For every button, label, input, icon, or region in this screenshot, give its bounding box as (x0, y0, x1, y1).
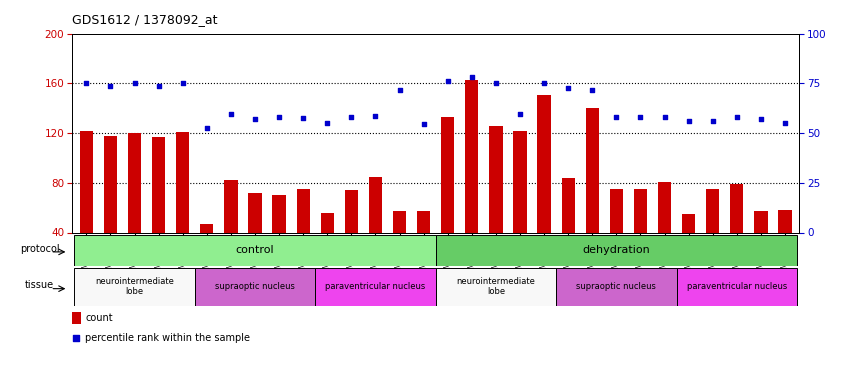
Bar (104, 136, 117, 282)
Point (658, 114, 672, 120)
Bar (74, 268, 195, 306)
Point (634, 114, 647, 120)
Point (321, 120, 334, 126)
Text: neurointermediate
lobe: neurointermediate lobe (95, 277, 174, 296)
Point (754, 117, 767, 123)
Text: dehydration: dehydration (583, 245, 651, 255)
Point (441, 78, 454, 84)
Text: percentile rank within the sample: percentile rank within the sample (85, 333, 250, 343)
Point (296, 115, 310, 121)
Bar (585, 108, 599, 282)
Point (248, 117, 261, 123)
Point (128, 81, 141, 87)
Bar (658, 182, 671, 282)
Text: GDS1612 / 1378092_at: GDS1612 / 1378092_at (72, 13, 217, 26)
Point (585, 87, 599, 93)
Bar (441, 117, 454, 282)
Text: count: count (85, 314, 113, 323)
Point (311, 241, 325, 247)
Bar (562, 178, 574, 282)
Bar (74, 235, 436, 266)
Bar (677, 268, 797, 306)
Bar (514, 130, 526, 282)
Bar (778, 210, 792, 282)
Bar (417, 211, 431, 282)
Bar (489, 126, 503, 282)
Point (344, 114, 358, 120)
Bar (72, 312, 81, 324)
Bar (537, 94, 551, 282)
Text: supraoptic nucleus: supraoptic nucleus (576, 282, 656, 291)
Bar (321, 213, 334, 282)
Point (537, 81, 551, 87)
Bar (201, 224, 213, 282)
Bar (224, 180, 238, 282)
Bar (128, 133, 141, 282)
Bar (436, 268, 556, 306)
Bar (634, 189, 647, 282)
Bar (706, 189, 719, 282)
Point (489, 81, 503, 87)
Point (682, 118, 695, 124)
Bar (610, 189, 623, 282)
Text: paraventricular nucleus: paraventricular nucleus (687, 282, 787, 291)
Text: tissue: tissue (25, 280, 54, 290)
Bar (755, 211, 767, 282)
Text: control: control (236, 245, 274, 255)
Point (778, 120, 792, 126)
Bar (297, 189, 310, 282)
Bar (316, 268, 436, 306)
Text: supraoptic nucleus: supraoptic nucleus (215, 282, 295, 291)
Point (393, 87, 406, 93)
Point (224, 111, 238, 117)
Bar (152, 137, 165, 282)
Text: neurointermediate
lobe: neurointermediate lobe (457, 277, 536, 296)
Bar (272, 195, 286, 282)
Point (706, 118, 719, 124)
Point (730, 114, 744, 120)
Point (80, 81, 93, 87)
Bar (80, 130, 93, 282)
Bar (393, 211, 406, 282)
Bar (369, 177, 382, 282)
Point (562, 86, 575, 92)
Point (176, 81, 190, 87)
Text: paraventricular nucleus: paraventricular nucleus (326, 282, 426, 291)
Point (610, 114, 624, 120)
Bar (344, 190, 358, 282)
Bar (436, 235, 797, 266)
Text: protocol: protocol (19, 244, 59, 254)
Bar (730, 184, 744, 282)
Point (200, 125, 213, 131)
Bar (682, 214, 695, 282)
Bar (556, 268, 677, 306)
Point (272, 114, 286, 120)
Bar (465, 80, 479, 282)
Point (465, 74, 479, 80)
Bar (249, 193, 261, 282)
Bar (195, 268, 316, 306)
Point (369, 113, 382, 119)
Bar (176, 132, 190, 282)
Point (417, 122, 431, 128)
Point (152, 83, 166, 89)
Point (514, 111, 527, 117)
Point (104, 83, 118, 89)
